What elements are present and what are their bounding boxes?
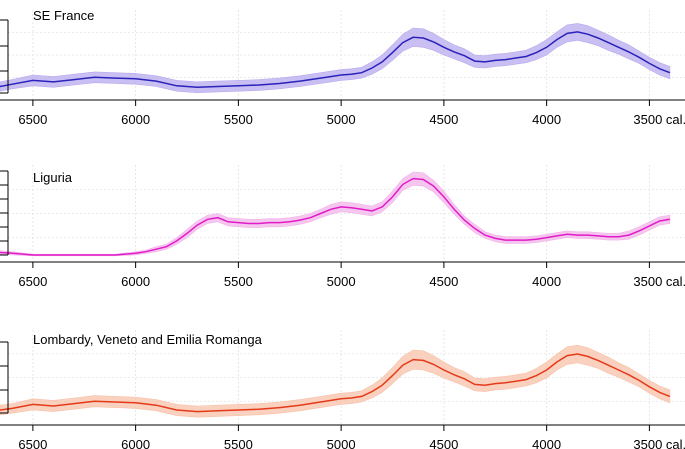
series-line-liguria	[0, 177, 671, 256]
confidence-band-se-france	[0, 23, 671, 94]
x-tick-label: 4500	[429, 112, 458, 127]
x-ticks-se-france: 6500 6000 5500 5000 4500 4000 3500 cal. BC	[18, 100, 685, 127]
panel-lombardy-veneto-emilia: 6500 6000 5500 5000 4500 4000 3500 cal. BC Lom…	[0, 330, 685, 449]
x-tick-label: 5500	[224, 274, 253, 289]
panel-title-se-france: SE France	[33, 8, 94, 23]
x-tick-label: 5000	[327, 437, 356, 449]
x-tick-label: 3500 cal. BC	[633, 112, 685, 127]
x-tick-label: 5500	[224, 112, 253, 127]
grid-liguria	[8, 165, 685, 262]
x-tick-label: 6000	[121, 437, 150, 449]
y-ticks-se-france	[0, 19, 8, 94]
x-tick-label: 4500	[429, 274, 458, 289]
y-ticks-liguria	[0, 170, 8, 256]
panel-se-france: 6500 6000 5500 5000 4500 4000 3500 cal. BC SE …	[0, 8, 685, 127]
panel-title-liguria: Liguria	[33, 170, 73, 185]
x-tick-label: 5500	[224, 437, 253, 449]
grid-se-france	[8, 10, 685, 100]
x-tick-label: 3500 cal. BC	[633, 274, 685, 289]
confidence-band-lombardy-veneto-emilia	[0, 344, 671, 418]
x-tick-label: 6500	[18, 112, 47, 127]
x-ticks-liguria: 6500 6000 5500 5000 4500 4000 3500 cal. BC	[18, 262, 685, 289]
x-tick-label: 3500 cal. BC	[633, 437, 685, 449]
x-ticks-lombardy-veneto-emilia: 6500 6000 5500 5000 4500 4000 3500 cal. BC	[18, 425, 685, 449]
x-tick-label: 6500	[18, 274, 47, 289]
panel-title-lombardy-veneto-emilia: Lombardy, Veneto and Emilia Romanga	[33, 332, 263, 347]
x-tick-label: 5000	[327, 112, 356, 127]
x-tick-label: 4000	[532, 274, 561, 289]
x-tick-label: 6000	[121, 112, 150, 127]
y-ticks-lombardy-veneto-emilia	[0, 341, 8, 414]
confidence-band-liguria	[0, 171, 671, 257]
series-line-lombardy-veneto-emilia	[0, 353, 671, 413]
panel-liguria: 6500 6000 5500 5000 4500 4000 3500 cal. BC Lig…	[0, 165, 685, 289]
x-tick-label: 6000	[121, 274, 150, 289]
x-tick-label: 4500	[429, 437, 458, 449]
x-tick-label: 6500	[18, 437, 47, 449]
series-line-se-france	[0, 31, 671, 89]
x-tick-label: 4000	[532, 112, 561, 127]
x-tick-label: 5000	[327, 274, 356, 289]
x-tick-label: 4000	[532, 437, 561, 449]
